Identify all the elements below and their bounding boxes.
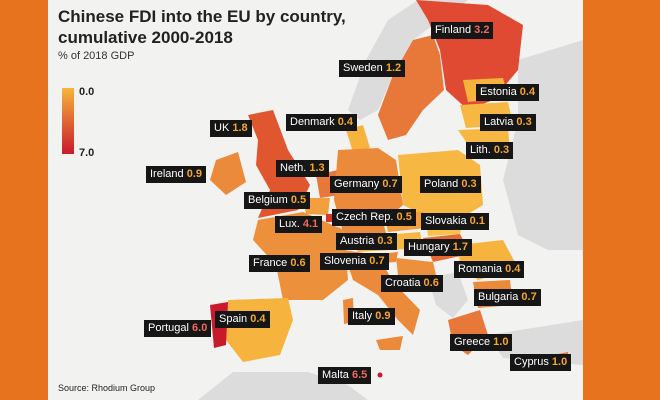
country-label-ireland: Ireland 0.9 (146, 166, 206, 183)
country-label-czech: Czech Rep. 0.5 (332, 209, 416, 226)
map-subtitle: % of 2018 GDP (58, 50, 135, 62)
country-label-finland: Finland 3.2 (431, 22, 494, 39)
country-label-luxembourg: Lux. 4.1 (275, 216, 323, 233)
country-label-bulgaria: Bulgaria 0.7 (474, 289, 541, 306)
country-label-germany: Germany 0.7 (330, 176, 402, 193)
country-label-slovakia: Slovakia 0.1 (421, 213, 489, 230)
denmark-shape (346, 125, 370, 152)
legend-max-label: 7.0 (79, 147, 95, 159)
country-label-italy: Italy 0.9 (348, 308, 395, 325)
italy-shape (343, 250, 420, 335)
norway-shape (348, 0, 468, 120)
sicily-shape (376, 336, 403, 350)
country-label-croatia: Croatia 0.6 (381, 275, 443, 292)
country-label-austria: Austria 0.3 (336, 233, 397, 250)
country-label-france: France 0.6 (249, 255, 310, 272)
sweden-shape (378, 35, 444, 140)
country-label-romania: Romania 0.4 (454, 261, 525, 278)
country-label-denmark: Denmark 0.4 (286, 114, 357, 131)
country-label-hungary: Hungary 1.7 (404, 239, 472, 256)
country-label-lithuania: Lith. 0.3 (466, 142, 514, 159)
country-label-latvia: Latvia 0.3 (480, 114, 536, 131)
country-label-greece: Greece 1.0 (450, 334, 513, 351)
source-note: Source: Rhodium Group (58, 383, 156, 393)
country-label-portugal: Portugal 6.0 (144, 320, 212, 337)
country-label-estonia: Estonia 0.4 (476, 84, 540, 101)
country-label-belgium: Belgium 0.5 (244, 192, 311, 209)
country-label-spain: Spain 0.4 (215, 311, 270, 328)
malta-marker (377, 372, 383, 378)
map-title: Chinese FDI into the EU by country, cumu… (58, 7, 346, 47)
spain-shape (226, 298, 293, 362)
country-label-sweden: Sweden 1.2 (339, 60, 406, 77)
ireland-shape (210, 152, 246, 195)
legend-gradient (62, 88, 74, 154)
country-label-malta: Malta 6.5 (318, 367, 372, 384)
country-label-cyprus: Cyprus 1.0 (510, 354, 572, 371)
country-label-poland: Poland 0.3 (420, 176, 481, 193)
legend-min-label: 0.0 (79, 86, 95, 98)
country-label-uk: UK 1.8 (210, 120, 252, 137)
map-frame: Chinese FDI into the EU by country, cumu… (48, 0, 583, 400)
country-label-slovenia: Slovenia 0.7 (320, 253, 389, 270)
country-label-netherlands: Neth. 1.3 (276, 160, 329, 177)
